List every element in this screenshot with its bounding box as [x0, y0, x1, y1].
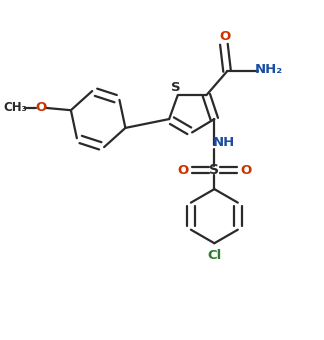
Text: S: S — [209, 163, 219, 177]
Text: O: O — [241, 164, 252, 176]
Text: S: S — [171, 81, 181, 94]
Text: O: O — [35, 101, 46, 115]
Text: O: O — [219, 30, 230, 43]
Text: CH₃: CH₃ — [4, 101, 28, 115]
Text: O: O — [177, 164, 188, 176]
Text: NH: NH — [213, 136, 235, 149]
Text: Cl: Cl — [207, 249, 222, 262]
Text: NH₂: NH₂ — [255, 63, 283, 76]
